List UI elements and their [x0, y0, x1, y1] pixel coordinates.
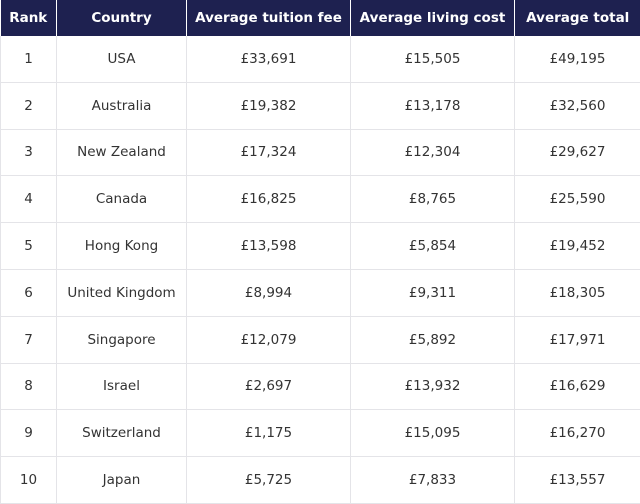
living-cost-cell: £8,765	[350, 175, 515, 224]
tuition-cell: £13,598	[186, 222, 351, 270]
living-cost-cell: £9,311	[350, 269, 515, 317]
country-cell: New Zealand	[56, 129, 187, 177]
table-body: 1 USA £33,691 £15,505 £49,195 2 Australia £19,3…	[0, 36, 640, 504]
tuition-cell: £2,697	[186, 363, 351, 411]
table-row: 4 Canada £16,825 £8,765 £25,590	[0, 175, 640, 224]
rank-cell: 6	[0, 269, 57, 317]
rank-cell: 2	[0, 82, 57, 130]
tuition-cell: £17,324	[186, 129, 351, 177]
living-cost-cell: £7,833	[350, 456, 515, 504]
tuition-cell: £12,079	[186, 316, 351, 364]
living-cost-cell: £15,505	[350, 36, 515, 83]
country-cell: United Kingdom	[56, 269, 187, 317]
column-header-living: Average living cost	[350, 0, 515, 36]
living-cost-cell: £13,178	[350, 82, 515, 130]
total-cell: £19,452	[514, 222, 640, 270]
total-cell: £25,590	[514, 175, 640, 224]
total-cell: £16,270	[514, 409, 640, 458]
table-row: 3 New Zealand £17,324 £12,304 £29,627	[0, 129, 640, 177]
living-cost-cell: £13,932	[350, 363, 515, 411]
total-cell: £18,305	[514, 269, 640, 317]
tuition-cell: £16,825	[186, 175, 351, 224]
table-row: 5 Hong Kong £13,598 £5,854 £19,452	[0, 222, 640, 270]
total-cell: £16,629	[514, 363, 640, 411]
country-cell: Japan	[56, 456, 187, 504]
tuition-cell: £1,175	[186, 409, 351, 458]
table-row: 6 United Kingdom £8,994 £9,311 £18,305	[0, 269, 640, 317]
rank-cell: 10	[0, 456, 57, 504]
rank-cell: 3	[0, 129, 57, 177]
tuition-cell: £33,691	[186, 36, 351, 83]
column-header-tuition: Average tuition fee	[186, 0, 351, 36]
column-header-rank: Rank	[0, 0, 57, 36]
column-header-country: Country	[56, 0, 187, 36]
tuition-cell: £5,725	[186, 456, 351, 504]
rank-cell: 7	[0, 316, 57, 364]
country-cell: Canada	[56, 175, 187, 224]
rank-cell: 4	[0, 175, 57, 224]
country-cell: Australia	[56, 82, 187, 130]
country-cell: Singapore	[56, 316, 187, 364]
total-cell: £17,971	[514, 316, 640, 364]
rank-cell: 9	[0, 409, 57, 458]
total-cell: £13,557	[514, 456, 640, 504]
column-header-total: Average total	[514, 0, 640, 36]
table-row: 9 Switzerland £1,175 £15,095 £16,270	[0, 409, 640, 458]
total-cell: £29,627	[514, 129, 640, 177]
tuition-cell: £19,382	[186, 82, 351, 130]
living-cost-cell: £5,892	[350, 316, 515, 364]
living-cost-cell: £15,095	[350, 409, 515, 458]
living-cost-cell: £5,854	[350, 222, 515, 270]
country-cell: Switzerland	[56, 409, 187, 458]
country-cell: Hong Kong	[56, 222, 187, 270]
country-cell: Israel	[56, 363, 187, 411]
rank-cell: 8	[0, 363, 57, 411]
table-row: 1 USA £33,691 £15,505 £49,195	[0, 36, 640, 83]
rank-cell: 5	[0, 222, 57, 270]
header-row: Rank Country Average tuition fee Average…	[0, 0, 640, 36]
table-row: 2 Australia £19,382 £13,178 £32,560	[0, 82, 640, 130]
country-cell: USA	[56, 36, 187, 83]
table-row: 10 Japan £5,725 £7,833 £13,557	[0, 456, 640, 504]
total-cell: £49,195	[514, 36, 640, 83]
living-cost-cell: £12,304	[350, 129, 515, 177]
rank-cell: 1	[0, 36, 57, 83]
tuition-cell: £8,994	[186, 269, 351, 317]
total-cell: £32,560	[514, 82, 640, 130]
table-row: 7 Singapore £12,079 £5,892 £17,971	[0, 316, 640, 364]
table-row: 8 Israel £2,697 £13,932 £16,629	[0, 363, 640, 411]
